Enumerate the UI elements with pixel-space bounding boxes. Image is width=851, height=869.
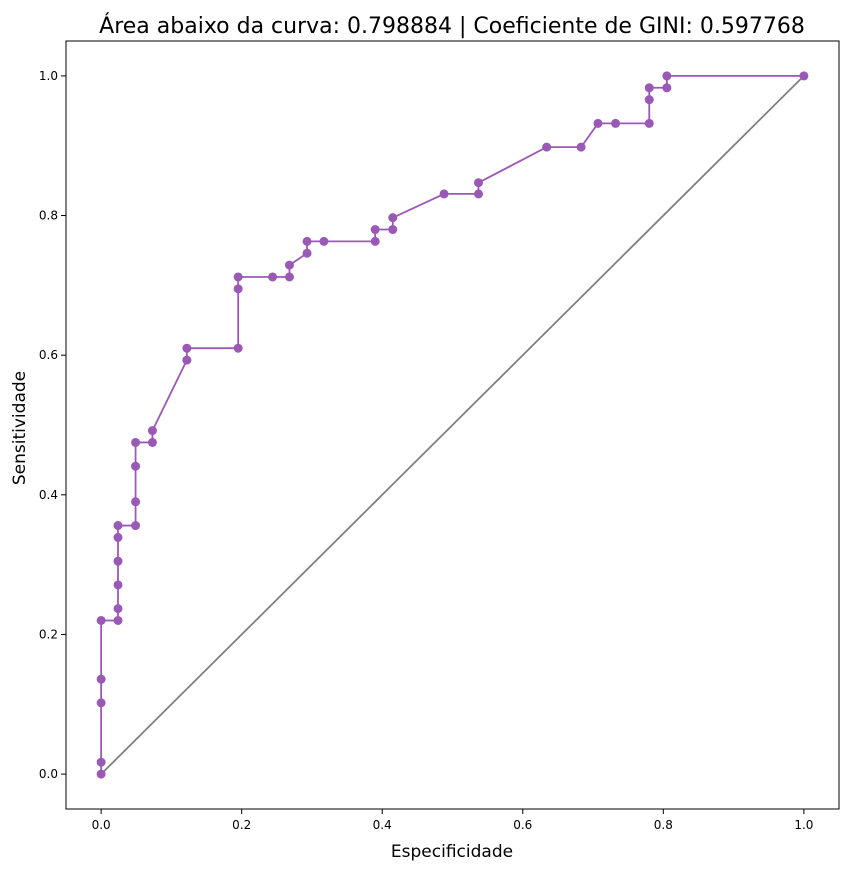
roc-point <box>284 272 294 282</box>
roc-point <box>131 461 141 471</box>
x-tick-label: 0.2 <box>232 818 251 832</box>
roc-point <box>96 674 106 684</box>
roc-point <box>662 83 672 93</box>
roc-point <box>113 532 123 542</box>
plot-area <box>96 71 809 779</box>
roc-point <box>96 698 106 708</box>
y-tick-label: 0.4 <box>39 488 58 502</box>
roc-point <box>131 437 141 447</box>
y-axis: 0.0 0.2 0.4 0.6 0.8 1.0 <box>39 69 66 781</box>
y-tick-label: 0.6 <box>39 348 58 362</box>
roc-point <box>113 521 123 531</box>
roc-point <box>611 118 621 128</box>
roc-point <box>370 225 380 235</box>
roc-point <box>439 189 449 199</box>
plot-frame <box>65 40 840 810</box>
roc-point <box>644 95 654 105</box>
roc-point <box>96 615 106 625</box>
roc-point <box>302 236 312 246</box>
x-axis: 0.0 0.2 0.4 0.6 0.8 1.0 <box>92 809 813 832</box>
roc-point <box>388 213 398 223</box>
y-tick-label: 1.0 <box>39 69 58 83</box>
roc-point <box>233 284 243 294</box>
roc-point <box>593 118 603 128</box>
roc-point <box>131 521 141 531</box>
roc-point <box>233 343 243 353</box>
x-tick-label: 0.0 <box>92 818 111 832</box>
roc-point <box>542 142 552 152</box>
roc-point <box>147 437 157 447</box>
y-axis-label: Sensitividade <box>10 371 30 485</box>
roc-point <box>576 142 586 152</box>
x-tick-label: 1.0 <box>794 818 813 832</box>
roc-point <box>96 757 106 767</box>
roc-point <box>233 272 243 282</box>
roc-point <box>284 260 294 270</box>
reference-diagonal-line <box>100 75 805 775</box>
roc-point <box>370 236 380 246</box>
roc-point <box>131 497 141 507</box>
x-axis-label: Especificidade <box>391 842 513 862</box>
roc-point <box>474 178 484 188</box>
y-tick-label: 0.2 <box>39 627 58 641</box>
roc-point <box>96 769 106 779</box>
roc-point <box>662 71 672 81</box>
roc-point <box>182 355 192 365</box>
roc-point <box>474 189 484 199</box>
x-tick-label: 0.4 <box>373 818 392 832</box>
chart-title: Área abaixo da curva: 0.798884 | Coefici… <box>99 13 805 39</box>
roc-point <box>644 118 654 128</box>
roc-point <box>644 83 654 93</box>
y-tick-label: 0.8 <box>39 209 58 223</box>
x-tick-label: 0.8 <box>654 818 673 832</box>
y-tick-label: 0.0 <box>39 767 58 781</box>
roc-point <box>113 615 123 625</box>
roc-point <box>182 343 192 353</box>
x-tick-label: 0.6 <box>513 818 532 832</box>
roc-point <box>388 225 398 235</box>
roc-point <box>268 272 278 282</box>
roc-point <box>302 248 312 258</box>
roc-point <box>113 580 123 590</box>
roc-point <box>113 604 123 614</box>
roc-point <box>319 236 329 246</box>
roc-point <box>113 556 123 566</box>
roc-point <box>147 426 157 436</box>
roc-point <box>799 71 809 81</box>
